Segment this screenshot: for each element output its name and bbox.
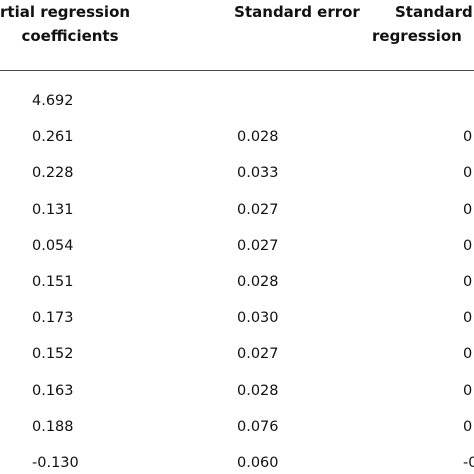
cell: 0 (463, 201, 473, 218)
header-cell: Standard (395, 3, 473, 21)
cell: 0.054 (32, 237, 74, 254)
header-cell: coefficients (21, 27, 119, 45)
header-cell: Standard error (234, 3, 360, 21)
cell: 0.173 (32, 310, 74, 327)
cell: 0.027 (237, 237, 279, 254)
cell: 0.163 (32, 382, 74, 399)
cell: 0 (463, 274, 473, 290)
cell: 0 (463, 129, 473, 146)
cell: 0.076 (237, 418, 279, 435)
cell: 0.261 (32, 129, 74, 146)
cell: 0.151 (32, 274, 74, 290)
cell: 0 (463, 346, 473, 363)
cell: 0.028 (237, 129, 279, 146)
cell: 0.033 (237, 165, 279, 182)
cell: 0.027 (237, 346, 279, 363)
cell: 0.060 (237, 455, 279, 471)
cell: 0.027 (237, 201, 279, 218)
cell: 0.028 (237, 382, 279, 399)
header-rule (0, 70, 474, 71)
cell: 0.228 (32, 165, 74, 182)
cell: -0. (463, 455, 474, 471)
cell: 0.188 (32, 418, 74, 435)
header-cell: rtial regression (0, 3, 131, 21)
cell: 0.028 (237, 274, 279, 290)
cell: -0.130 (32, 455, 79, 471)
cell: 0 (463, 310, 473, 327)
cell: 0.030 (237, 310, 279, 327)
cell: 4.692 (32, 93, 74, 109)
cell: 0 (463, 382, 473, 399)
cell: 0.152 (32, 346, 74, 363)
cell: 0 (463, 165, 473, 182)
header-cell: regression (372, 27, 462, 45)
cell: 0 (463, 418, 473, 435)
cell: 0.131 (32, 201, 74, 218)
cell: 0 (463, 237, 473, 254)
